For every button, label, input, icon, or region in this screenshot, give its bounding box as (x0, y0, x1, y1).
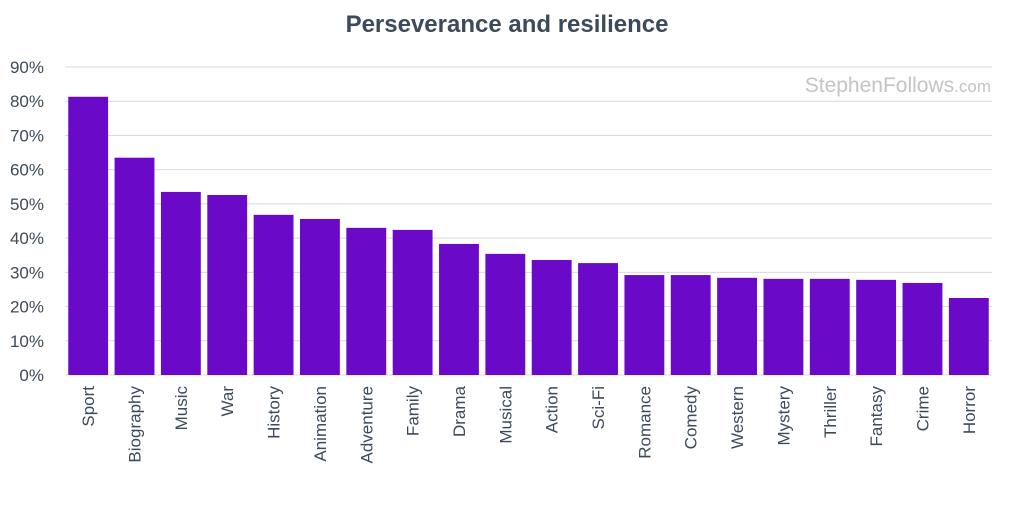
bar-drama (439, 243, 479, 375)
bar-adventure (346, 227, 387, 375)
bar-western (717, 277, 758, 375)
x-tick-label: Sport (79, 386, 98, 427)
bar-sci-fi (578, 263, 618, 375)
grid (65, 66, 992, 376)
chart-title: Perseverance and resilience (346, 11, 669, 38)
x-tick-label: Romance (635, 386, 654, 459)
y-tick-label: 60% (10, 161, 44, 180)
y-tick-label: 70% (10, 126, 44, 145)
x-tick-label: Sci-Fi (589, 386, 608, 429)
x-tick-label: Mystery (774, 386, 793, 446)
y-tick-label: 10% (10, 332, 44, 351)
bars (68, 96, 989, 376)
bar-war (207, 194, 248, 375)
x-tick-label: Horror (960, 386, 979, 435)
bar-biography (114, 157, 155, 375)
x-tick-label: Adventure (357, 386, 376, 464)
bar-history (253, 214, 294, 375)
bar-music (160, 191, 201, 375)
y-tick-label: 30% (10, 263, 44, 282)
x-tick-label: Animation (311, 386, 330, 462)
y-axis: 0% 10% 20% 30% 40% 50% 60% 70% 80% 90% (10, 58, 44, 385)
bar-family (392, 229, 433, 375)
bar-animation (299, 218, 340, 375)
x-tick-label: Action (543, 386, 562, 433)
y-tick-label: 50% (10, 195, 44, 214)
bar-musical (485, 253, 526, 375)
x-tick-label: Musical (496, 386, 515, 444)
x-tick-label: Family (404, 386, 423, 437)
x-tick-label: Comedy (682, 386, 701, 450)
bar-horror (948, 298, 989, 375)
x-tick-label: Biography (126, 386, 145, 463)
x-tick-label: Western (728, 386, 747, 449)
y-tick-label: 20% (10, 298, 44, 317)
bar-action (531, 260, 572, 375)
watermark: StephenFollows.com (805, 74, 991, 97)
x-tick-label: Drama (450, 385, 469, 437)
x-tick-label: History (265, 386, 284, 439)
bar-romance (624, 275, 665, 375)
x-tick-label: Fantasy (867, 386, 886, 447)
x-tick-label: Thriller (821, 386, 840, 438)
x-axis: Sport Biography Music War History Animation Ad… (79, 385, 979, 463)
bar-fantasy (856, 279, 897, 375)
y-tick-label: 80% (10, 92, 44, 111)
bar-crime (902, 282, 943, 375)
y-tick-label: 40% (10, 229, 44, 248)
x-tick-label: War (218, 386, 237, 417)
bar-mystery (763, 278, 804, 375)
bar-comedy (670, 275, 711, 375)
bar-thriller (809, 278, 850, 375)
y-tick-label: 90% (10, 58, 44, 77)
x-tick-label: Crime (913, 386, 932, 431)
y-tick-label: 0% (19, 366, 44, 385)
bar-sport (68, 96, 109, 376)
x-tick-label: Music (172, 386, 191, 431)
